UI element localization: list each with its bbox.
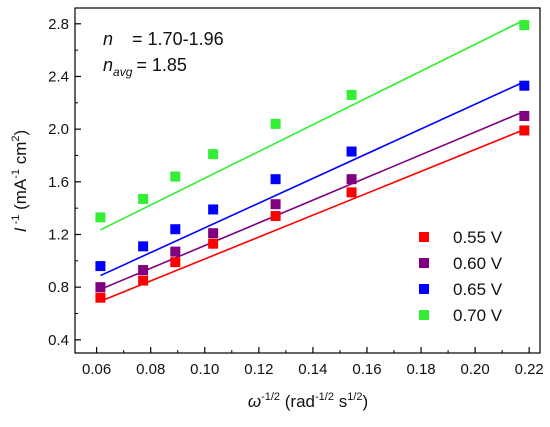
legend-swatch-0 bbox=[419, 232, 429, 242]
y-tick-label-2: 1.2 bbox=[48, 226, 69, 243]
x-tick-label-2: 0.10 bbox=[190, 361, 219, 378]
point-3-0 bbox=[95, 212, 106, 223]
point-3-1 bbox=[138, 193, 149, 204]
point-2-1 bbox=[138, 241, 149, 252]
point-2-4 bbox=[270, 174, 281, 185]
y-axis-title: I -1 (mA-1 cm2) bbox=[10, 130, 30, 232]
x-tick-label-7: 0.20 bbox=[461, 361, 490, 378]
x-tick-label-1: 0.08 bbox=[136, 361, 165, 378]
point-2-6 bbox=[519, 80, 530, 91]
point-2-3 bbox=[208, 204, 219, 215]
x-tick-label-6: 0.18 bbox=[406, 361, 435, 378]
x-tick-label-8: 0.22 bbox=[515, 361, 544, 378]
data-points bbox=[95, 20, 530, 303]
point-3-2 bbox=[170, 171, 181, 182]
legend-label-3: 0.70 V bbox=[453, 306, 503, 325]
legend-swatch-2 bbox=[419, 284, 429, 294]
fit-line-2 bbox=[100, 81, 525, 277]
y-tick-label-3: 1.6 bbox=[48, 174, 69, 191]
y-tick-label-1: 0.8 bbox=[48, 279, 69, 296]
point-0-2 bbox=[170, 257, 181, 268]
point-1-5 bbox=[346, 174, 357, 185]
point-0-4 bbox=[270, 211, 281, 222]
point-1-2 bbox=[170, 246, 181, 257]
legend-swatch-1 bbox=[419, 258, 429, 268]
point-1-6 bbox=[519, 110, 530, 121]
point-0-0 bbox=[95, 292, 106, 303]
legend-label-2: 0.65 V bbox=[453, 280, 503, 299]
y-tick-label-6: 2.8 bbox=[48, 16, 69, 33]
point-0-5 bbox=[346, 187, 357, 198]
fit-line-3 bbox=[100, 19, 525, 231]
y-tick-label-5: 2.4 bbox=[48, 68, 69, 85]
point-0-3 bbox=[208, 238, 219, 249]
annotation: n = 1.70-1.96 navg = 1.85 bbox=[103, 29, 224, 79]
point-3-5 bbox=[346, 89, 357, 100]
y-tick-label-4: 2.0 bbox=[48, 121, 69, 138]
x-tick-label-0: 0.06 bbox=[82, 361, 111, 378]
point-1-4 bbox=[270, 199, 281, 210]
fit-line-0 bbox=[100, 128, 525, 302]
y-tick-label-0: 0.4 bbox=[48, 332, 69, 349]
point-0-1 bbox=[138, 275, 149, 286]
point-1-3 bbox=[208, 228, 219, 239]
point-2-2 bbox=[170, 224, 181, 235]
legend-label-0: 0.55 V bbox=[453, 228, 503, 247]
point-2-5 bbox=[346, 146, 357, 157]
x-tick-label-3: 0.12 bbox=[244, 361, 273, 378]
x-axis-title: ω-1/2 (rad-1/2 s1/2) bbox=[248, 391, 368, 411]
point-1-0 bbox=[95, 282, 106, 293]
point-3-4 bbox=[270, 118, 281, 129]
point-1-1 bbox=[138, 265, 149, 276]
point-3-6 bbox=[519, 20, 530, 31]
point-0-6 bbox=[519, 125, 530, 136]
annotation-n: n = 1.70-1.96 bbox=[103, 29, 224, 49]
point-2-0 bbox=[95, 261, 106, 272]
x-tick-label-4: 0.14 bbox=[298, 361, 327, 378]
annotation-navg: navg = 1.85 bbox=[103, 55, 187, 79]
x-tick-label-5: 0.16 bbox=[352, 361, 381, 378]
axis-ticks: 0.06 0.08 0.10 0.12 0.14 0.16 0.18 0.20 0.22 0.4 0… bbox=[48, 16, 544, 378]
point-3-3 bbox=[208, 149, 219, 160]
legend: 0.55 V 0.60 V 0.65 V 0.70 V bbox=[419, 228, 503, 325]
plot-frame bbox=[74, 7, 541, 354]
legend-label-1: 0.60 V bbox=[453, 254, 503, 273]
legend-swatch-3 bbox=[419, 310, 429, 320]
